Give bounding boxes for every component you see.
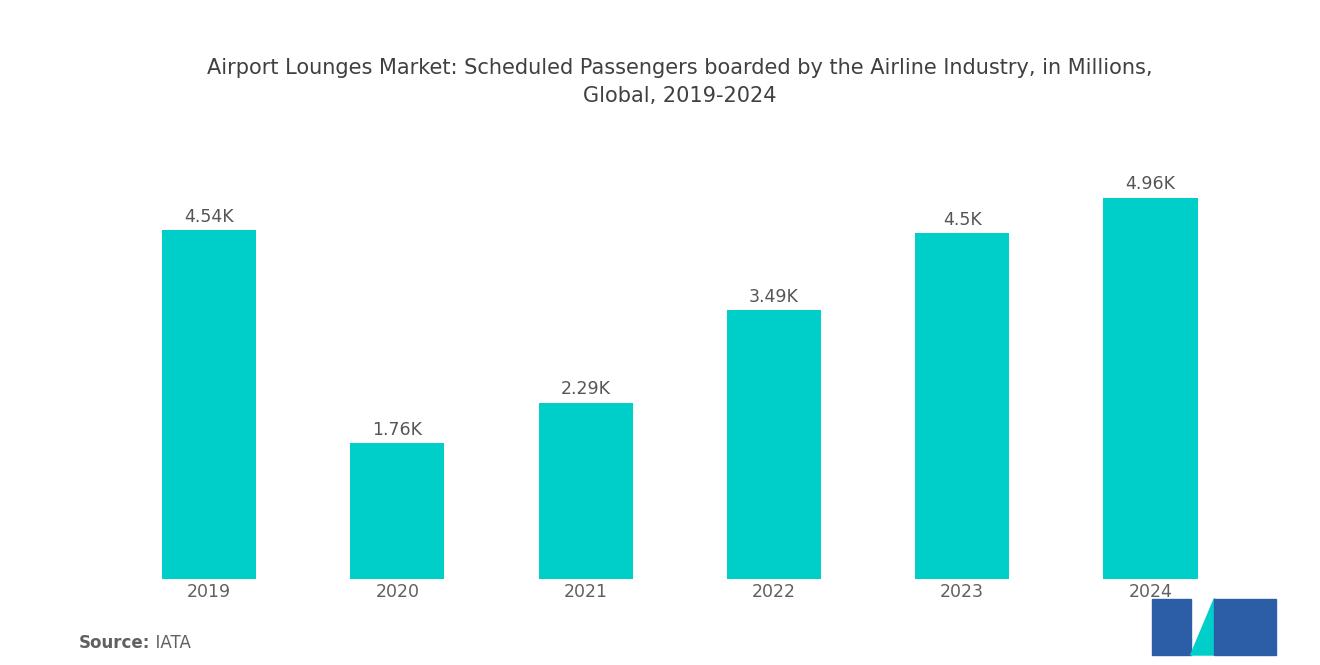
Bar: [539, 402, 632, 579]
Bar: [915, 233, 1010, 579]
Bar: [1104, 198, 1197, 579]
Polygon shape: [1191, 598, 1214, 655]
Text: Source:: Source:: [79, 634, 150, 652]
Text: 4.96K: 4.96K: [1126, 176, 1176, 194]
Text: 4.5K: 4.5K: [942, 211, 982, 229]
Text: 3.49K: 3.49K: [748, 288, 799, 306]
Polygon shape: [1214, 598, 1276, 655]
Bar: [350, 444, 445, 579]
Bar: [727, 311, 821, 579]
Text: 2.29K: 2.29K: [561, 380, 611, 398]
Text: 4.54K: 4.54K: [185, 207, 234, 225]
Text: 1.76K: 1.76K: [372, 421, 422, 439]
Bar: [162, 230, 256, 579]
Title: Airport Lounges Market: Scheduled Passengers boarded by the Airline Industry, in: Airport Lounges Market: Scheduled Passen…: [207, 59, 1152, 106]
Text: IATA: IATA: [145, 634, 191, 652]
Polygon shape: [1152, 598, 1191, 655]
